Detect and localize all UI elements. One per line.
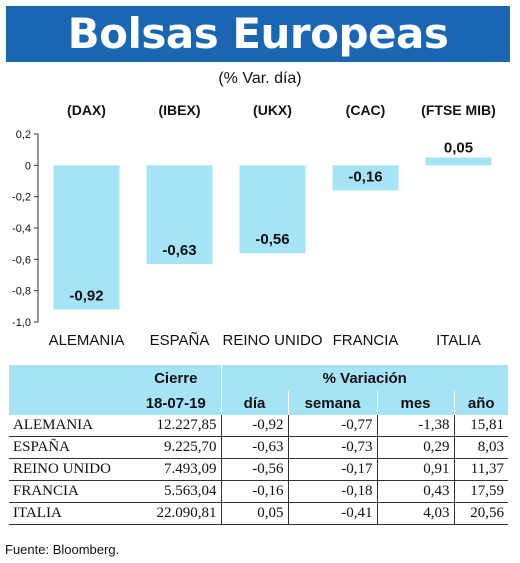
index-label: (IBEX) [159,102,201,118]
header-dia: día [220,391,288,415]
y-tick-label: 0 [25,160,31,172]
y-tick-label: -1,0 [12,317,31,329]
cell-cierre: 7.493,09 [131,458,221,481]
cell-ano: 8,03 [453,436,508,459]
cell-dia: -0,63 [220,436,288,459]
table-row: ESPAÑA 9.225,70 -0,63 -0,73 0,29 8,03 [9,436,508,459]
title-banner: Bolsas Europeas [6,6,510,62]
index-label: (FTSE MIB) [421,102,496,118]
page-title: Bolsas Europeas [67,9,449,58]
subheader-empty-cell [9,391,131,415]
header-ano: año [453,391,508,415]
header-date: 18-07-19 [131,391,221,415]
header-empty-cell [9,365,131,391]
data-label: -0,92 [69,287,103,304]
cell-ano: 11,37 [453,458,508,481]
cell-dia: -0,92 [220,415,288,437]
cell-cierre: 5.563,04 [131,480,221,503]
cell-semana: -0,41 [287,502,377,525]
header-cierre: Cierre [131,365,221,391]
table-subheader-row: 18-07-19 día semana mes año [9,391,508,415]
index-label: (UKX) [253,102,292,118]
cell-dia: -0,56 [220,458,288,481]
cell-mes: 4,03 [376,502,454,525]
index-label: (CAC) [346,102,386,118]
bar [332,165,399,191]
y-tick-label: -0,6 [12,254,31,266]
cell-semana: -0,18 [287,480,377,503]
cell-country: ESPAÑA [9,436,131,459]
table-header-row: Cierre % Variación [9,365,508,391]
cell-mes: 0,43 [376,480,454,503]
cell-country: ITALIA [9,502,131,525]
cell-semana: -0,17 [287,458,377,481]
y-tick-label: -0,2 [12,192,31,204]
x-category-label: ESPAÑA [150,332,210,349]
table-row: ALEMANIA 12.227,85 -0,92 -0,77 -1,38 15,… [9,415,508,437]
y-tick-label: -0,8 [12,286,31,298]
cell-mes: -1,38 [376,415,454,437]
header-mes: mes [376,391,454,415]
cell-mes: 0,29 [376,436,454,459]
cell-cierre: 9.225,70 [131,436,221,459]
cell-country: REINO UNIDO [9,458,131,481]
data-label: -0,56 [255,231,289,248]
table-row: REINO UNIDO 7.493,09 -0,56 -0,17 0,91 11… [9,458,508,481]
header-semana: semana [287,391,377,415]
x-category-label: FRANCIA [333,332,399,349]
bar-chart: 0,2 0 -0,2 -0,4 -0,6 -0,8 -1,0 -0,92 (DAX) ALEMAN… [12,102,496,349]
source-note: Fuente: Bloomberg. [5,542,120,557]
table-row: ITALIA 22.090,81 0,05 -0,41 4,03 20,56 [9,502,508,525]
cell-cierre: 12.227,85 [131,415,221,437]
table-row: FRANCIA 5.563,04 -0,16 -0,18 0,43 17,59 [9,480,508,503]
index-label: (DAX) [67,102,106,118]
data-label: -0,16 [348,168,382,185]
data-label: 0,05 [444,140,473,157]
cell-ano: 17,59 [453,480,508,503]
cell-country: FRANCIA [9,480,131,503]
cell-ano: 20,56 [453,502,508,525]
x-category-label: ITALIA [436,332,481,349]
bar [53,165,120,310]
cell-dia: -0,16 [220,480,288,503]
header-variacion: % Variación [220,365,508,391]
bar [425,157,492,166]
data-label: -0,63 [162,242,196,259]
cell-semana: -0,77 [287,415,377,437]
cell-country: ALEMANIA [9,415,131,437]
data-table: Cierre % Variación 18-07-19 día semana m… [9,365,508,525]
cell-dia: 0,05 [220,502,288,525]
x-category-label: REINO UNIDO [222,332,322,349]
bar [239,165,306,254]
bar [146,165,213,265]
cell-mes: 0,91 [376,458,454,481]
cell-cierre: 22.090,81 [131,502,221,525]
cell-semana: -0,73 [287,436,377,459]
y-tick-label: -0,4 [12,223,31,235]
y-tick-label: 0,2 [16,129,31,141]
cell-ano: 15,81 [453,415,508,437]
x-category-label: ALEMANIA [49,332,125,349]
chart-subtitle: (% Var. día) [218,70,302,87]
